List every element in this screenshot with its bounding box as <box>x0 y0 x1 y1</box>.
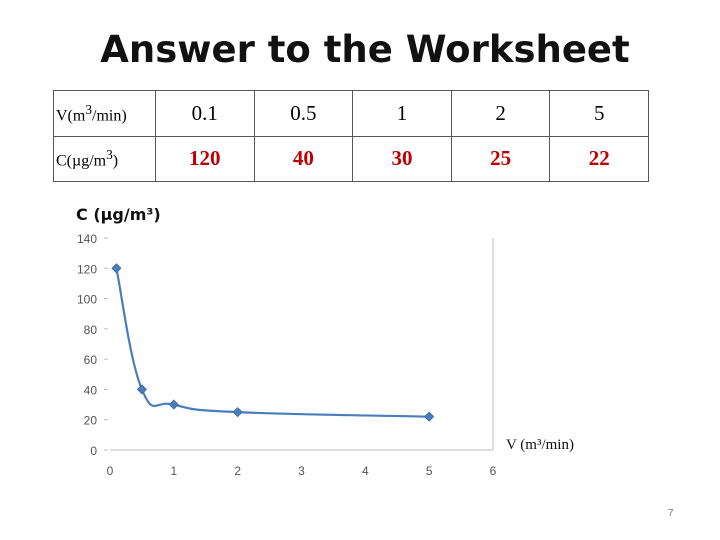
y-tick-label: 40 <box>84 383 98 397</box>
x-tick-label: 0 <box>107 464 114 478</box>
data-point <box>136 384 147 395</box>
table-cell: 0.5 <box>253 90 354 137</box>
x-tick-label: 2 <box>234 464 241 478</box>
data-point <box>232 407 243 418</box>
table-cell: 2 <box>450 90 551 137</box>
y-tick-label: 20 <box>84 414 98 428</box>
x-axis-label: V (m³/min) <box>506 437 574 453</box>
table-cell: 5 <box>549 90 649 137</box>
y-tick-label: 0 <box>90 444 97 458</box>
worksheet-table: V(m3/min) 0.1 0.5 1 2 5 C(µg/m3) 120 40 … <box>53 90 649 182</box>
table-cell: 22 <box>549 135 649 182</box>
y-tick-label: 120 <box>77 262 97 276</box>
x-tick-label: 4 <box>362 464 369 478</box>
table-row-concentration: C(µg/m3) 120 40 30 25 22 <box>53 135 649 182</box>
x-tick-label: 5 <box>426 464 433 478</box>
x-tick-label: 1 <box>170 464 177 478</box>
y-axis-label: C (µg/m³) <box>76 205 161 224</box>
y-tick-label: 80 <box>84 323 98 337</box>
data-point <box>168 399 179 410</box>
row-header-volume: V(m3/min) <box>53 90 156 137</box>
slide-title: Answer to the Worksheet <box>100 28 630 71</box>
table-row-volume: V(m3/min) 0.1 0.5 1 2 5 <box>53 90 649 137</box>
table-cell: 40 <box>253 135 354 182</box>
y-tick-label: 100 <box>77 293 97 307</box>
x-tick-label: 3 <box>298 464 305 478</box>
x-tick-label: 6 <box>490 464 497 478</box>
y-tick-label: 60 <box>84 353 98 367</box>
series-line <box>115 268 430 418</box>
data-point <box>111 263 122 274</box>
row-header-concentration: C(µg/m3) <box>53 135 156 182</box>
y-tick-label: 140 <box>77 232 97 246</box>
data-point <box>424 411 435 422</box>
slide-number: 7 <box>668 508 674 519</box>
table-cell: 0.1 <box>155 90 255 137</box>
table-cell: 25 <box>450 135 551 182</box>
